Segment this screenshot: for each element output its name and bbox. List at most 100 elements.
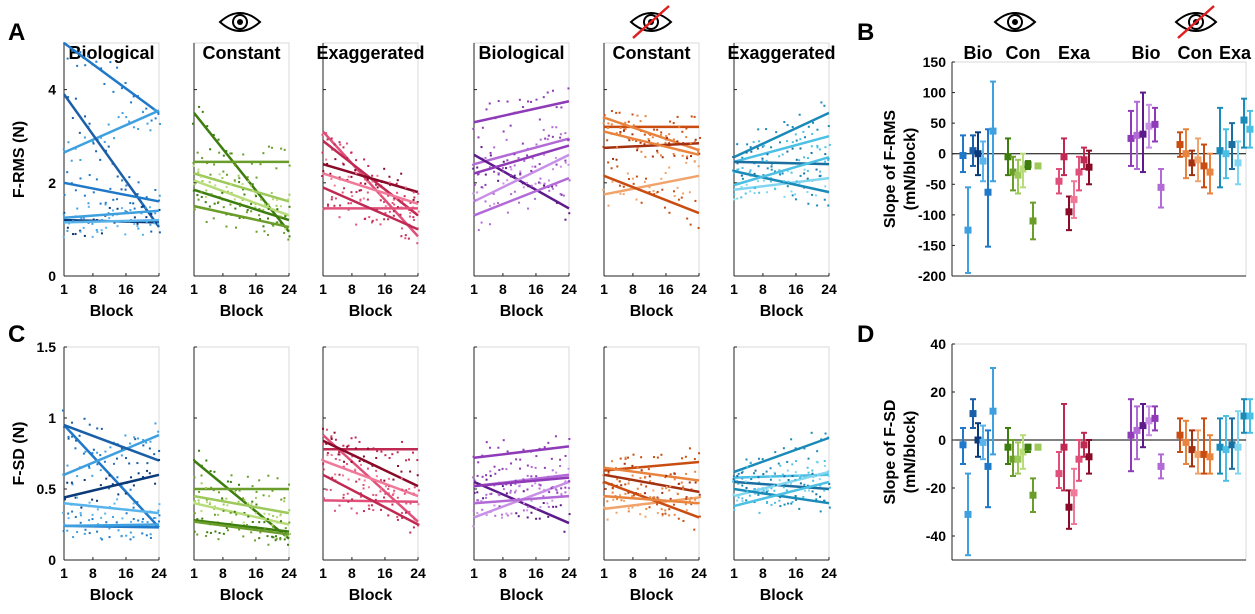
data-point	[612, 498, 615, 501]
data-point	[746, 143, 749, 146]
data-point	[502, 488, 505, 491]
data-point	[685, 161, 688, 164]
data-point	[476, 499, 479, 502]
data-point	[83, 136, 86, 139]
data-point	[500, 513, 503, 516]
data-point	[416, 201, 419, 204]
y-tick-label: -150	[918, 237, 946, 253]
trend-line	[322, 186, 419, 231]
data-point	[66, 229, 69, 232]
data-point	[795, 180, 798, 183]
data-point	[214, 530, 217, 533]
data-point	[396, 179, 399, 182]
x-tick-label: 24	[691, 281, 707, 297]
data-point	[485, 474, 488, 477]
data-point	[607, 204, 610, 207]
data-point	[238, 489, 241, 492]
x-tick-label: 24	[151, 565, 167, 581]
data-point	[230, 521, 233, 524]
data-point	[330, 437, 333, 440]
data-point	[485, 441, 488, 444]
data-point	[781, 172, 784, 175]
data-point	[275, 537, 278, 540]
data-point	[149, 533, 152, 536]
data-point	[71, 421, 74, 424]
data-point	[632, 453, 635, 456]
data-point	[245, 211, 248, 214]
data-point	[358, 189, 361, 192]
data-point	[615, 132, 618, 135]
data-point	[673, 478, 676, 481]
data-point	[778, 141, 781, 144]
data-point	[391, 493, 394, 496]
x-tick-label: 24	[281, 565, 297, 581]
data-point	[95, 178, 98, 181]
data-point	[221, 497, 224, 500]
data-point	[66, 226, 69, 229]
mean-marker	[964, 510, 972, 518]
data-point	[732, 171, 735, 174]
data-point	[136, 225, 139, 228]
data-point	[346, 492, 349, 495]
data-point	[790, 502, 793, 505]
data-point	[371, 180, 374, 183]
mean-marker	[1133, 426, 1141, 434]
y-tick-label: 2	[48, 175, 56, 191]
data-point	[103, 82, 106, 85]
data-point	[276, 516, 279, 519]
data-point	[754, 469, 757, 472]
data-point	[132, 506, 135, 509]
data-point	[213, 470, 216, 473]
data-point	[354, 468, 357, 471]
data-point	[272, 224, 275, 227]
data-point	[661, 188, 664, 191]
mean-marker	[1065, 208, 1073, 216]
mean-marker	[1060, 153, 1068, 161]
data-point	[473, 183, 476, 186]
data-point	[810, 431, 813, 434]
data-point	[74, 97, 77, 100]
data-point	[635, 198, 638, 201]
data-point	[660, 177, 663, 180]
data-point	[794, 193, 797, 196]
data-point	[84, 64, 87, 67]
data-point	[62, 236, 65, 239]
data-point	[661, 491, 664, 494]
data-point	[96, 230, 99, 233]
data-point	[137, 127, 140, 130]
data-point	[158, 449, 161, 452]
data-point	[205, 501, 208, 504]
data-point	[501, 467, 504, 470]
data-point	[71, 483, 74, 486]
data-point	[547, 441, 550, 444]
data-point	[337, 453, 340, 456]
data-point	[129, 202, 132, 205]
data-point	[396, 515, 399, 518]
data-point	[242, 188, 245, 191]
data-point	[656, 142, 659, 145]
data-point	[287, 543, 290, 546]
data-point	[816, 128, 819, 131]
data-point	[542, 128, 545, 131]
data-point	[87, 205, 90, 208]
data-point	[472, 476, 475, 479]
data-point	[781, 153, 784, 156]
data-point	[555, 106, 558, 109]
data-point	[416, 524, 419, 527]
data-point	[610, 167, 613, 170]
data-point	[63, 498, 66, 501]
data-point	[100, 67, 103, 70]
data-point	[325, 428, 328, 431]
data-point	[559, 133, 562, 136]
data-point	[542, 96, 545, 99]
data-point	[602, 122, 605, 125]
data-point	[757, 128, 760, 131]
trend-line	[733, 487, 830, 505]
data-point	[142, 518, 145, 521]
trend-line	[322, 172, 419, 205]
data-point	[526, 509, 529, 512]
data-point	[230, 152, 233, 155]
data-point	[88, 532, 91, 535]
data-point	[99, 454, 102, 457]
